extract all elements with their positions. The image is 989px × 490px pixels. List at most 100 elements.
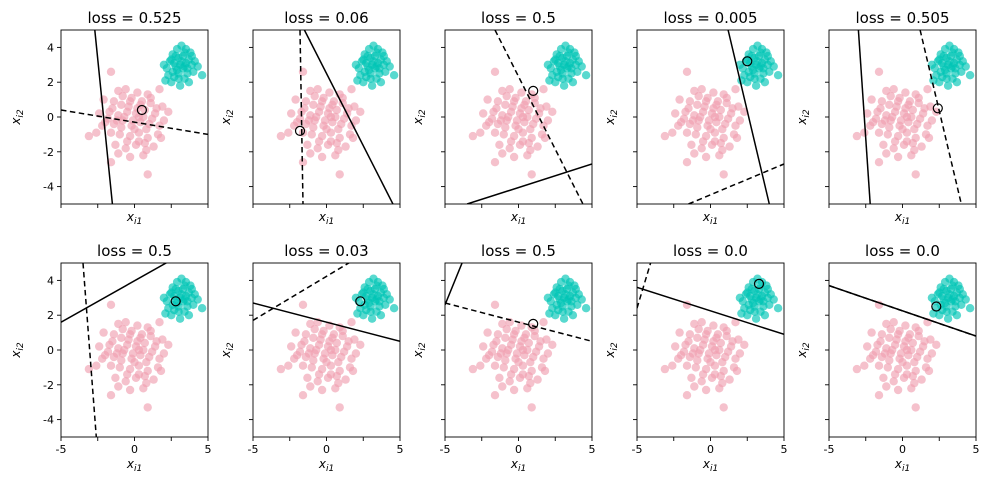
- y-tick-label: -4: [43, 181, 54, 194]
- scatter-point: [121, 85, 130, 94]
- y-axis-label: xi2: [219, 109, 236, 126]
- scatter-point: [117, 123, 126, 132]
- scatter-point: [310, 91, 319, 101]
- scatter-point: [511, 326, 520, 336]
- scatter-point: [713, 330, 723, 339]
- panel-title: loss = 0.06: [284, 9, 368, 27]
- scatter-point: [133, 88, 142, 97]
- scatter-point: [300, 104, 309, 113]
- scatter-point: [543, 349, 553, 358]
- scatter-point: [543, 293, 553, 302]
- dashed-boundary-line: [61, 109, 208, 136]
- panel-title: loss = 0.5: [97, 242, 172, 260]
- scatter-point: [718, 358, 727, 367]
- highlighted-point: [753, 278, 765, 289]
- scatter-point: [180, 295, 189, 304]
- scatter-point: [571, 51, 580, 61]
- scatter-point: [359, 55, 368, 64]
- scatter-point: [939, 295, 948, 304]
- y-axis-label: xi2: [9, 342, 26, 359]
- scatter-point: [493, 97, 503, 106]
- scatter-point: [562, 51, 572, 61]
- scatter-point: [735, 116, 745, 125]
- scatter-point: [139, 151, 148, 160]
- scatter-point: [334, 125, 343, 134]
- panel-title: loss = 0.5: [481, 9, 556, 27]
- scatter-point: [341, 375, 350, 384]
- scatter-point: [180, 62, 189, 71]
- scatter-point: [487, 114, 497, 123]
- scatter-point: [184, 311, 194, 320]
- scatter-point: [907, 112, 916, 122]
- highlighted-point: [136, 104, 147, 116]
- scatter-point: [143, 403, 152, 412]
- scatter-point: [506, 137, 516, 146]
- scatter-point: [167, 288, 176, 297]
- scatter-point: [159, 60, 169, 69]
- scatter-point: [935, 55, 944, 64]
- scatter-point: [521, 330, 531, 339]
- scatter-point: [348, 133, 358, 143]
- scatter-point: [92, 361, 101, 370]
- scatter-point: [298, 300, 308, 309]
- x-axis-label: xi1: [894, 210, 910, 227]
- scatter-point: [719, 170, 728, 179]
- scatter-point: [660, 364, 670, 374]
- scatter-point: [307, 130, 316, 139]
- scatter-point: [760, 311, 770, 320]
- scatter-point: [545, 309, 554, 318]
- scatter-point: [955, 51, 964, 61]
- scatter-point: [907, 384, 916, 393]
- scatter-point: [697, 85, 706, 94]
- scatter-point: [740, 340, 749, 349]
- scatter-point: [322, 358, 331, 367]
- series-class-a: [852, 67, 941, 179]
- scatter-point: [309, 333, 318, 342]
- x-tick-label: 5: [973, 443, 980, 456]
- dashed-boundary-line: [445, 302, 592, 343]
- scatter-point: [577, 62, 586, 71]
- x-tick-label: 0: [323, 443, 330, 456]
- scatter-point: [763, 51, 772, 61]
- scatter-point: [715, 384, 724, 393]
- scatter-point: [885, 100, 894, 110]
- x-axis-label: xi1: [510, 210, 526, 227]
- panel-8: loss = 0.5 -5 0 5 xi1 xi2: [411, 242, 596, 474]
- scatter-point: [187, 284, 196, 294]
- scatter-point: [716, 371, 725, 381]
- scatter-point: [523, 151, 532, 160]
- scatter-point: [688, 116, 698, 125]
- scatter-point: [763, 284, 772, 294]
- scatter-point: [948, 295, 957, 304]
- scatter-point: [142, 125, 151, 134]
- scatter-point: [118, 324, 127, 334]
- scatter-point: [332, 371, 341, 381]
- scatter-point: [317, 385, 327, 395]
- scatter-point: [505, 318, 514, 327]
- scatter-point: [866, 354, 875, 363]
- scatter-point: [351, 349, 361, 358]
- scatter-point: [347, 85, 356, 94]
- panel-6: loss = 0.5 -5 0 5 -4 -2 0 2 4 xi1 xi2: [9, 242, 212, 474]
- scatter-point: [304, 116, 314, 125]
- scatter-point: [682, 391, 692, 400]
- x-axis-label: xi1: [318, 457, 334, 474]
- scatter-point: [687, 140, 696, 149]
- scatter-point: [539, 318, 548, 327]
- scatter-point: [490, 300, 500, 309]
- scatter-point: [860, 361, 869, 370]
- scatter-point: [92, 128, 101, 137]
- scatter-point: [892, 335, 901, 344]
- scatter-point: [728, 337, 737, 346]
- scatter-point: [961, 62, 970, 71]
- scatter-point: [888, 345, 897, 355]
- scatter-point: [965, 71, 975, 80]
- scatter-point: [147, 114, 157, 123]
- scatter-point: [524, 105, 533, 115]
- scatter-point: [363, 62, 372, 71]
- scatter-point: [548, 340, 557, 349]
- series-class-a: [84, 300, 173, 412]
- scatter-point: [935, 288, 944, 297]
- scatter-point: [874, 67, 884, 77]
